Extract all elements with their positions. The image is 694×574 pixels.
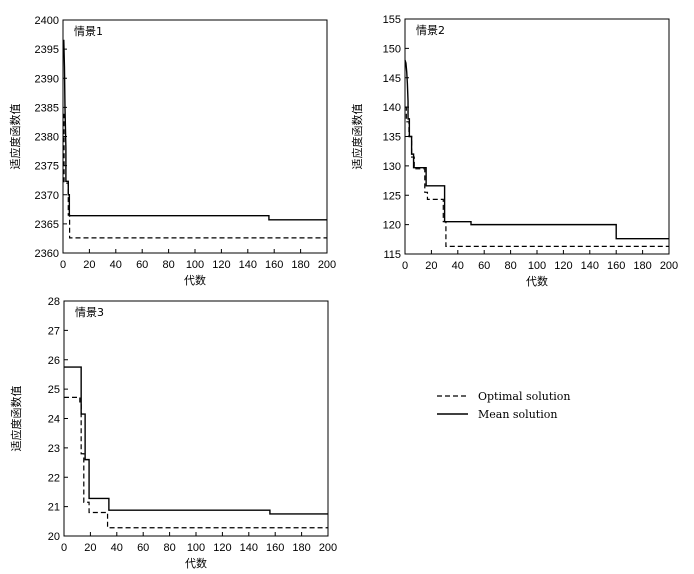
y-tick-label: 23 — [48, 443, 60, 455]
x-tick-label: 160 — [265, 259, 283, 271]
x-tick-label: 100 — [186, 259, 204, 271]
y-axis-label: 适应度函数值 — [350, 104, 364, 170]
chart-title: 情景1 — [74, 25, 103, 38]
x-tick-label: 80 — [504, 260, 516, 272]
y-tick-label: 2370 — [35, 190, 59, 202]
plot-frame — [62, 19, 328, 254]
y-tick-label: 2360 — [35, 248, 59, 260]
legend-label-optimal: Optimal solution — [478, 390, 571, 403]
x-tick-label: 80 — [163, 542, 175, 554]
y-tick-label: 2400 — [35, 15, 59, 27]
x-tick-label: 0 — [60, 259, 66, 271]
y-tick-label: 2375 — [35, 161, 59, 173]
y-tick-label: 2395 — [35, 44, 59, 56]
x-tick-label: 140 — [581, 260, 599, 272]
x-tick-label: 60 — [137, 542, 149, 554]
x-tick-label: 160 — [266, 542, 284, 554]
y-tick-label: 130 — [383, 161, 401, 173]
x-tick-label: 60 — [136, 259, 148, 271]
y-tick-label: 155 — [383, 14, 401, 26]
x-tick-label: 100 — [528, 260, 546, 272]
y-tick-label: 20 — [48, 531, 60, 543]
series-line-optimal — [64, 396, 328, 529]
y-tick-label: 150 — [383, 43, 401, 55]
y-tick-label: 21 — [48, 502, 60, 514]
x-tick-label: 200 — [318, 259, 336, 271]
y-tick-label: 115 — [383, 249, 401, 261]
x-tick-label: 140 — [240, 542, 258, 554]
x-axis-label: 代数 — [184, 274, 206, 287]
x-tick-label: 180 — [633, 260, 651, 272]
x-tick-label: 180 — [292, 542, 310, 554]
x-tick-label: 100 — [187, 542, 205, 554]
x-tick-label: 140 — [239, 259, 257, 271]
y-tick-label: 24 — [48, 414, 60, 426]
y-axis-label: 适应度函数值 — [8, 104, 22, 170]
x-tick-label: 200 — [319, 542, 337, 554]
y-tick-label: 22 — [48, 472, 60, 484]
chart-panel-1: 0 20 40 60 80 100 120 140 160 180 200 2360 2365 2370 2… — [8, 15, 336, 287]
chart-panel-2: 0 20 40 60 80 100 120 140 160 180 200 115 120 125 130 1… — [350, 14, 678, 288]
y-tick-label: 28 — [48, 296, 60, 308]
y-tick-label: 125 — [383, 190, 401, 202]
legend-label-mean: Mean solution — [478, 408, 557, 421]
y-tick-label: 120 — [383, 220, 401, 232]
series-line-mean — [404, 59, 669, 240]
chart-title: 情景3 — [75, 306, 104, 319]
x-axis-label: 代数 — [526, 275, 548, 288]
x-tick-label: 20 — [425, 260, 437, 272]
series-line-optimal — [405, 106, 669, 247]
x-tick-label: 160 — [607, 260, 625, 272]
y-tick-label: 27 — [48, 325, 60, 337]
y-tick-label: 2385 — [35, 102, 59, 114]
x-axis-label: 代数 — [185, 557, 207, 570]
series-line-mean — [63, 39, 327, 221]
chart-title: 情景2 — [416, 24, 445, 37]
chart-panel-3: 0 20 40 60 80 100 120 140 160 180 2002021222324252… — [9, 296, 337, 570]
y-tick-label: 145 — [383, 73, 401, 85]
x-tick-label: 80 — [162, 259, 174, 271]
x-tick-label: 200 — [660, 260, 678, 272]
x-tick-label: 40 — [111, 542, 123, 554]
x-tick-label: 120 — [554, 260, 572, 272]
chart-legend: Optimal solution Mean solution — [437, 390, 571, 421]
y-axis-label: 适应度函数值 — [9, 386, 23, 452]
series-line-optimal — [63, 113, 327, 239]
x-tick-label: 120 — [212, 259, 230, 271]
y-tick-label: 26 — [48, 355, 60, 367]
x-tick-label: 0 — [402, 260, 408, 272]
y-tick-label: 2365 — [35, 219, 59, 231]
x-tick-label: 40 — [110, 259, 122, 271]
x-tick-label: 40 — [452, 260, 464, 272]
series-line-mean — [64, 366, 328, 515]
plot-frame — [63, 300, 329, 537]
x-tick-label: 0 — [61, 542, 67, 554]
x-tick-label: 60 — [478, 260, 490, 272]
x-tick-label: 120 — [213, 542, 231, 554]
y-tick-label: 25 — [48, 384, 60, 396]
y-tick-label: 2380 — [35, 132, 59, 144]
y-tick-label: 2390 — [35, 73, 59, 85]
x-tick-label: 20 — [83, 259, 95, 271]
x-tick-label: 180 — [291, 259, 309, 271]
y-tick-label: 135 — [383, 132, 401, 144]
y-tick-label: 140 — [383, 102, 401, 114]
x-tick-label: 20 — [84, 542, 96, 554]
